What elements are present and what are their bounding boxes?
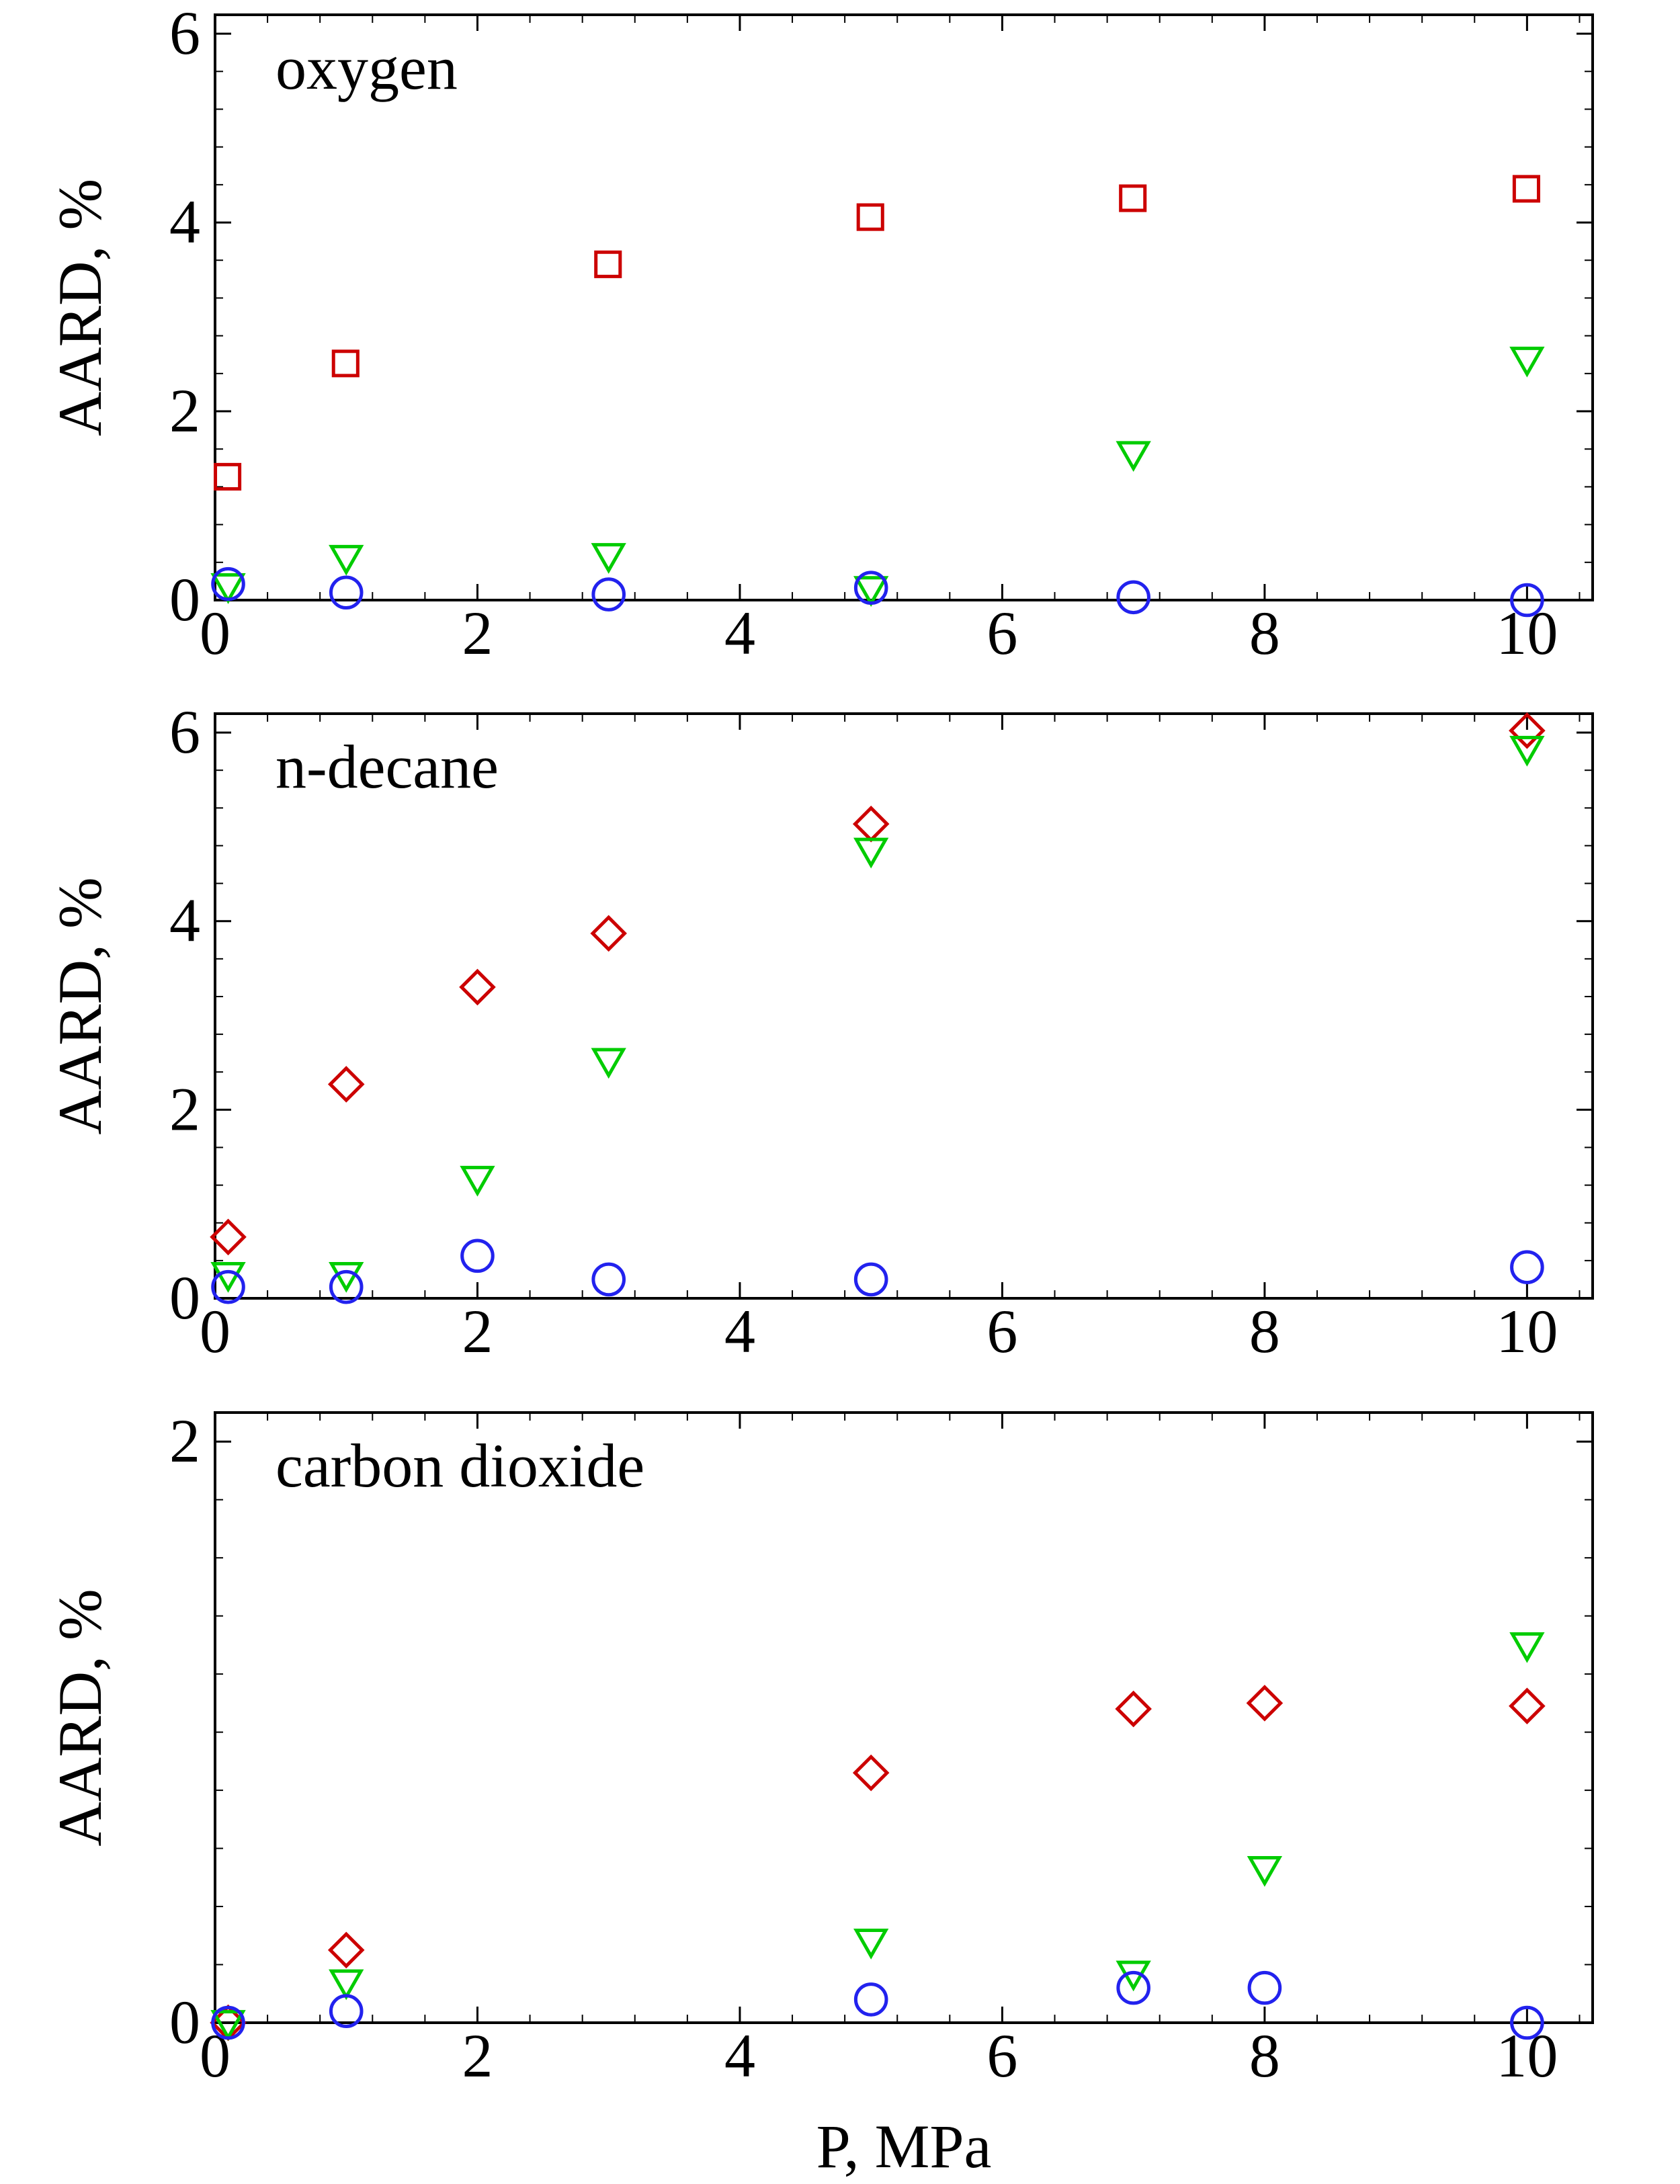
x-tick-label: 10 xyxy=(1496,1297,1558,1366)
y-tick-label: 0 xyxy=(169,565,200,634)
square-marker xyxy=(214,462,242,491)
circle-marker xyxy=(211,2005,245,2040)
circle-marker xyxy=(853,1262,888,1297)
x-tick-label: 8 xyxy=(1249,2021,1280,2090)
diamond-marker xyxy=(327,1066,365,1103)
diamond-marker xyxy=(852,805,890,843)
square-marker xyxy=(331,349,360,378)
circle-marker xyxy=(853,1982,888,2017)
square-marker xyxy=(1512,175,1540,203)
triangle-down-marker xyxy=(853,576,889,607)
diamond-marker xyxy=(1246,1685,1284,1722)
diamond-marker xyxy=(1115,1690,1152,1728)
y-tick-label: 6 xyxy=(169,0,200,67)
y-axis-label: AARD, % xyxy=(46,877,114,1134)
circle-marker xyxy=(591,577,626,612)
triangle-down-marker xyxy=(853,1929,889,1960)
x-tick-label: 8 xyxy=(1249,1297,1280,1366)
circle-marker xyxy=(1116,1970,1150,2005)
x-tick-label: 8 xyxy=(1249,599,1280,667)
square-marker xyxy=(856,203,884,231)
triangle-down-marker xyxy=(853,837,889,869)
triangle-down-marker xyxy=(591,543,626,574)
plot-frame xyxy=(214,13,1594,601)
circle-marker xyxy=(1510,1250,1544,1284)
panel-oxygen: 0 2 4 6 8 10 0 2 4 6 AARD, % oxygen xyxy=(46,0,1594,667)
circle-marker xyxy=(1510,2005,1544,2040)
y-tick-label: 0 xyxy=(169,1263,200,1332)
y-tick-label: 0 xyxy=(169,1988,200,2056)
x-tick-label: 0 xyxy=(200,599,230,667)
plot-frame xyxy=(214,1411,1594,2024)
circle-marker xyxy=(591,1262,626,1297)
triangle-down-marker xyxy=(1509,346,1545,378)
panel-label: carbon dioxide xyxy=(276,1431,644,1500)
circle-marker xyxy=(329,575,364,610)
y-tick-label: 6 xyxy=(169,698,200,766)
triangle-down-marker xyxy=(1247,1855,1283,1887)
x-tick-label: 2 xyxy=(462,1297,493,1366)
x-tick-label: 2 xyxy=(462,2021,493,2090)
triangle-down-marker xyxy=(329,1262,364,1293)
square-marker xyxy=(1119,184,1147,212)
y-axis-label: AARD, % xyxy=(46,1589,114,1846)
diamond-marker xyxy=(459,968,496,1006)
x-tick-label: 10 xyxy=(1496,2021,1558,2090)
y-tick-label: 2 xyxy=(169,1075,200,1143)
x-axis-label: P, MPa xyxy=(816,2112,992,2181)
x-tick-label: 4 xyxy=(724,1297,755,1366)
triangle-down-marker xyxy=(210,2010,246,2041)
circle-marker xyxy=(211,566,245,601)
x-tick-label: 10 xyxy=(1496,599,1558,667)
plot-frame xyxy=(214,712,1594,1300)
y-tick-label: 2 xyxy=(169,376,200,445)
panel-label: oxygen xyxy=(276,34,458,102)
circle-marker xyxy=(329,1994,364,2029)
diamond-marker xyxy=(1509,1687,1546,1724)
panel-label: n-decane xyxy=(276,732,499,801)
y-tick-label: 2 xyxy=(169,1406,200,1475)
triangle-down-marker xyxy=(1116,441,1151,472)
diamond-marker xyxy=(1509,712,1546,749)
circle-marker xyxy=(460,1238,495,1273)
circle-marker xyxy=(329,1269,364,1304)
diamond-marker xyxy=(327,1931,365,1969)
x-tick-label: 2 xyxy=(462,599,493,667)
triangle-down-marker xyxy=(329,544,364,576)
triangle-down-marker xyxy=(1509,1632,1545,1663)
circle-marker xyxy=(1510,583,1544,618)
y-axis-label: AARD, % xyxy=(46,179,114,436)
diamond-marker xyxy=(852,1754,890,1792)
x-tick-label: 4 xyxy=(724,2021,755,2090)
x-tick-label: 4 xyxy=(724,599,755,667)
panel-n-decane: 0 2 4 6 8 10 0 2 4 6 AARD, % n-decane xyxy=(46,698,1594,1366)
x-tick-label: 6 xyxy=(986,2021,1017,2090)
x-tick-label: 6 xyxy=(986,1297,1017,1366)
y-tick-label: 4 xyxy=(169,886,200,955)
circle-marker xyxy=(1247,1970,1282,2005)
circle-marker xyxy=(211,1269,245,1304)
triangle-down-marker xyxy=(210,1262,246,1293)
square-marker xyxy=(594,250,622,278)
triangle-down-marker xyxy=(329,1969,364,2001)
circle-marker xyxy=(853,571,888,605)
triangle-down-marker xyxy=(591,1048,626,1079)
diamond-marker xyxy=(210,1218,247,1256)
x-tick-label: 0 xyxy=(200,1297,230,1366)
y-tick-label: 4 xyxy=(169,187,200,256)
circle-marker xyxy=(1116,580,1150,615)
triangle-down-marker xyxy=(210,573,246,604)
triangle-down-marker xyxy=(1509,736,1545,767)
x-tick-label: 6 xyxy=(986,599,1017,667)
diamond-marker xyxy=(590,915,627,952)
triangle-down-marker xyxy=(460,1165,495,1197)
